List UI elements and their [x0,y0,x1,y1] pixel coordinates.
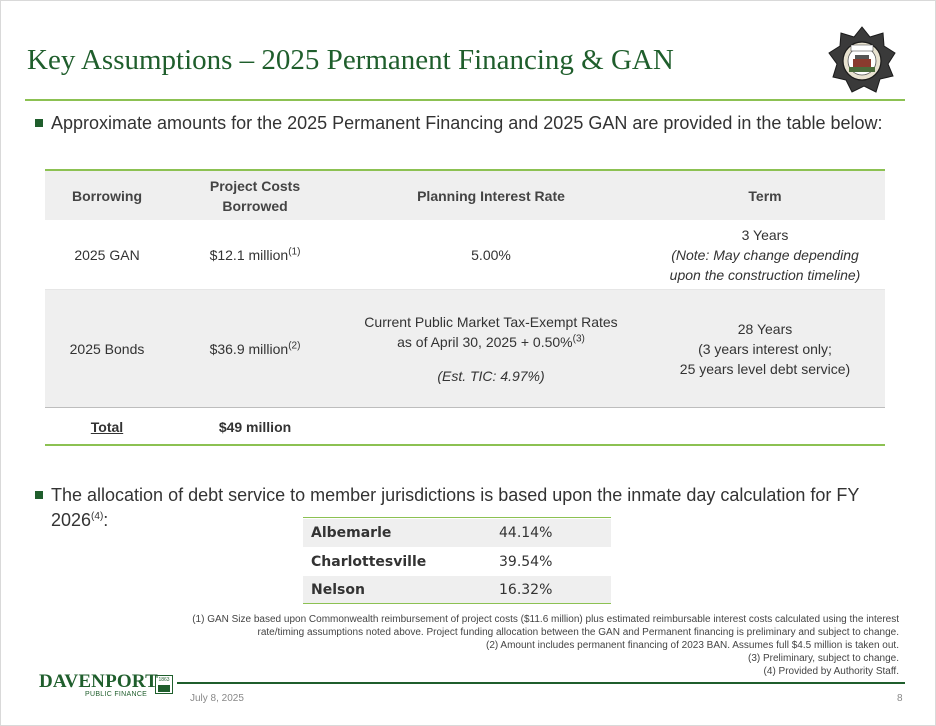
bullet-text: The allocation of debt service to member… [51,483,859,533]
gan-borrowing: 2025 GAN [74,246,140,263]
footer-date: July 8, 2025 [190,693,244,704]
allocation-row-nelson: Nelson 16.32% [303,576,611,604]
bonds-term-line3: 25 years level debt service) [679,360,851,377]
header-project-costs: Project Costs Borrowed [185,171,325,220]
table-header-row: Borrowing Project Costs Borrowed Plannin… [45,171,885,220]
allocation-row-albemarle: Albemarle 44.14% [303,519,611,547]
page-title: Key Assumptions – 2025 Permanent Financi… [27,44,674,76]
bullet2-footnote: (4) [91,511,104,522]
logo-mark-icon: 1863 [155,675,173,694]
bonds-rate-line3: (Est. TIC: 4.97%) [437,367,545,384]
table-bottom-rule [45,444,885,446]
table-row-total: Total $49 million [45,409,885,444]
footnote-2: (2) Amount includes permanent financing … [485,640,899,651]
gan-amount-value: $12.1 million [209,246,289,263]
bullet2-colon: : [103,510,109,530]
bonds-term: 28 Years (3 years interest only; 25 year… [645,290,885,407]
bonds-term-line2: (3 years interest only; [698,340,832,357]
table-row-bonds: 2025 Bonds $36.9 million(2) Current Publ… [45,290,885,408]
bonds-amount: $36.9 million(2) [185,290,325,407]
allocation-top-rule [303,517,611,518]
bonds-borrowing: 2025 Bonds [69,340,145,357]
bullet-text: Approximate amounts for the 2025 Permane… [51,113,883,133]
gan-amount: $12.1 million(1) [185,220,325,289]
logo-year: 1863 [158,677,170,683]
total-label-cell: Total [45,409,169,444]
bullet-table-intro: Approximate amounts for the 2025 Permane… [35,111,895,163]
allocation-bottom-rule [303,603,611,604]
total-amount: $49 million [218,418,292,435]
gan-rate: 5.00% [471,246,511,263]
bonds-rate-footnote: (3) [572,332,585,344]
page-number: 8 [897,693,903,704]
bonds-amount-value: $36.9 million [209,340,289,357]
bonds-rate-line1: Current Public Market Tax-Exempt Rates [364,313,618,330]
logo-wordmark: DAVENPORT [39,671,159,692]
bonds-amount-footnote: (2) [288,339,301,351]
davenport-logo: DAVENPORT PUBLIC FINANCE 1863 [39,671,179,703]
bonds-rate: Current Public Market Tax-Exempt Rates a… [335,290,647,407]
bonds-term-line1: 28 Years [737,320,793,337]
bullet2-line1: The allocation of debt service to member… [51,485,860,505]
logo-subtitle: PUBLIC FINANCE [85,691,148,698]
footnote-3: (3) Preliminary, subject to change. [748,653,899,664]
header-project-costs-line1: Project Costs [209,177,301,194]
sheriff-badge-icon [828,26,896,93]
footnote-4: (4) Provided by Authority Staff. [763,666,899,677]
allocation-name: Nelson [311,582,365,598]
allocation-row-charlottesville: Charlottesville 39.54% [303,548,611,576]
total-amount-cell: $49 million [185,409,325,444]
footer-divider [177,682,905,684]
footnotes: (1) GAN Size based upon Commonwealth rei… [97,613,899,678]
allocation-percent: 44.14% [499,525,553,541]
allocation-percent: 39.54% [499,554,553,570]
bullet-allocation-intro: The allocation of debt service to member… [35,483,915,535]
bonds-rate-line2: as of April 30, 2025 + 0.50% [397,333,573,350]
table-top-rule [45,169,885,171]
total-label: Total [90,418,124,435]
gan-term-line1: 3 Years [741,226,789,243]
gan-term-line2: (Note: May change depending [671,246,859,263]
allocation-name: Albemarle [311,525,392,541]
header-project-costs-line2: Borrowed [222,197,288,214]
bullet2-line2: 2026 [51,510,92,530]
footnote-1b: rate/timing assumptions noted above. Pro… [257,627,900,638]
allocation-percent: 16.32% [499,582,553,598]
header-borrowing: Borrowing [72,187,142,204]
bullet-square-icon [35,491,43,499]
bullet-square-icon [35,119,43,127]
footnote-1a: (1) GAN Size based upon Commonwealth rei… [192,614,899,625]
header-rate: Planning Interest Rate [417,187,565,204]
table-row-gan: 2025 GAN $12.1 million(1) 5.00% 3 Years … [45,220,885,290]
logo-mark-bar [158,685,170,692]
header-term: Term [748,187,782,204]
gan-amount-footnote: (1) [288,245,301,257]
gan-term: 3 Years (Note: May change depending upon… [645,220,885,289]
title-divider [25,99,905,101]
financing-table: Borrowing Project Costs Borrowed Plannin… [45,169,885,446]
gan-term-line3: upon the construction timeline) [669,266,861,283]
allocation-name: Charlottesville [311,554,427,570]
allocation-table: Albemarle 44.14% Charlottesville 39.54% … [303,517,611,604]
